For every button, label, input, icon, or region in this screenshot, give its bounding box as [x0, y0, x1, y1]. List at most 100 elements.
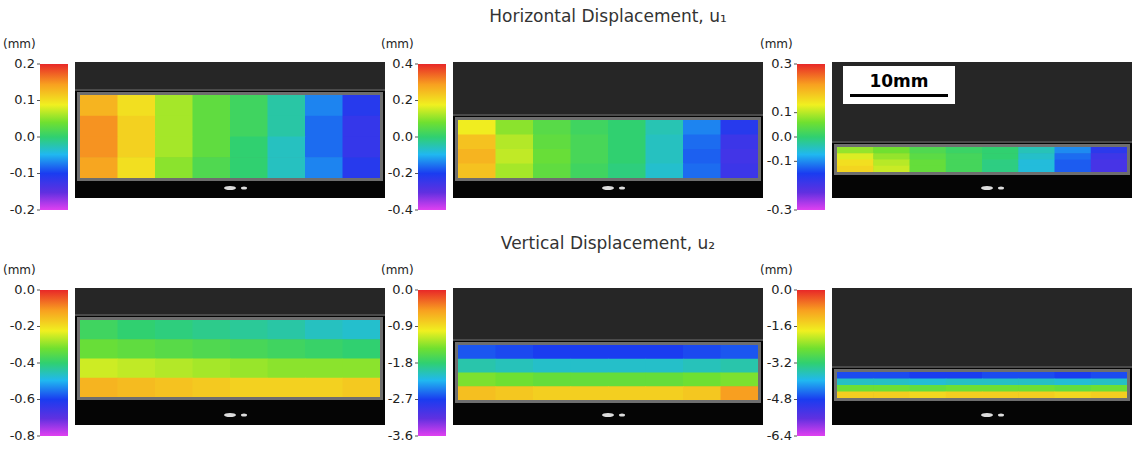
panel: (mm)0.30.10.0-0.1-0.310mm: [760, 37, 1132, 217]
cell: [458, 149, 496, 164]
colorbar-tick: [415, 290, 418, 291]
colorbar-tick-label: -4.8: [767, 391, 792, 406]
platen: [832, 288, 1132, 367]
image-background: [453, 288, 763, 425]
colorbar-tick: [37, 436, 40, 437]
cell: [118, 95, 156, 116]
cell: [305, 116, 343, 137]
cell: [1018, 379, 1055, 386]
cell: [533, 345, 571, 359]
cell: [496, 359, 534, 373]
cell: [946, 166, 983, 172]
cell: [193, 157, 231, 178]
cell: [571, 373, 609, 387]
reflection: [224, 413, 236, 417]
cell: [1091, 372, 1127, 379]
colorbar-tick-label: -1.6: [767, 318, 792, 333]
cell: [1018, 160, 1055, 167]
reflection: [224, 186, 236, 190]
colorbar-tick-label: 0.0: [392, 282, 413, 297]
cell: [496, 373, 534, 387]
cell: [155, 157, 193, 178]
colorbar-tick-label: -0.8: [10, 428, 35, 443]
colorbar: [40, 64, 68, 210]
cell: [268, 339, 306, 359]
cell: [837, 392, 874, 399]
cell: [1091, 147, 1127, 154]
cell: [458, 164, 496, 179]
cell: [230, 339, 268, 359]
cell: [305, 339, 343, 359]
cell: [571, 359, 609, 373]
cell: [343, 157, 381, 178]
sample-rim: [77, 92, 383, 181]
cell: [1018, 392, 1055, 399]
cell: [873, 153, 910, 160]
cell: [910, 147, 947, 154]
cell: [982, 147, 1019, 154]
cell: [571, 135, 609, 150]
cell: [683, 120, 721, 135]
cell: [910, 379, 947, 386]
cell: [1055, 166, 1092, 172]
colorbar-tick-label: -3.2: [767, 355, 792, 370]
sample-rim: [77, 317, 383, 400]
colorbar-tick-label: 0.1: [14, 92, 35, 107]
colorbar-unit: (mm): [760, 263, 793, 277]
cell: [873, 385, 910, 392]
cell: [946, 379, 983, 386]
cell: [608, 164, 646, 179]
colorbar-tick-label: -0.2: [10, 318, 35, 333]
cell: [571, 149, 609, 164]
sample-rim: [834, 369, 1130, 401]
cell: [1055, 372, 1092, 379]
sample-rim: [455, 342, 761, 403]
cell: [646, 386, 684, 400]
cell: [343, 339, 381, 359]
cell: [608, 345, 646, 359]
cell: [608, 373, 646, 387]
field: [80, 320, 380, 397]
colorbar-unit: (mm): [3, 263, 36, 277]
image-background: [832, 62, 1132, 198]
row-title: Vertical Displacement, u₂: [501, 233, 715, 253]
field: [837, 372, 1127, 398]
cell: [873, 372, 910, 379]
cell: [496, 386, 534, 400]
cell: [458, 359, 496, 373]
cell: [533, 120, 571, 135]
reflection: [619, 414, 625, 417]
platen-edge: [832, 366, 1132, 368]
cell: [118, 378, 156, 397]
cell: [1018, 372, 1055, 379]
cell: [910, 166, 947, 172]
cell: [496, 345, 534, 359]
cell: [571, 120, 609, 135]
cell: [533, 149, 571, 164]
colorbar: [418, 64, 446, 210]
cell: [721, 359, 759, 373]
colorbar-tick: [415, 210, 418, 211]
panel: (mm)0.0-1.6-3.2-4.8-6.4: [760, 263, 1132, 443]
cell: [496, 149, 534, 164]
cell: [571, 386, 609, 400]
cell: [268, 95, 306, 116]
cell: [683, 373, 721, 387]
cell: [343, 116, 381, 137]
platen-edge: [75, 314, 385, 316]
cell: [80, 157, 118, 178]
scale-bar-box: [843, 66, 955, 104]
cell: [837, 153, 874, 160]
cell: [721, 345, 759, 359]
cell: [1055, 385, 1092, 392]
colorbar-tick: [794, 210, 797, 211]
cell: [230, 378, 268, 397]
colorbar-tick-label: -6.4: [767, 428, 792, 443]
cell: [721, 386, 759, 400]
colorbar-tick-label: -0.2: [388, 165, 413, 180]
cell: [1091, 385, 1127, 392]
cell: [837, 372, 874, 379]
reflection: [981, 186, 993, 190]
cell: [982, 385, 1019, 392]
colorbar-unit: (mm): [3, 37, 36, 51]
